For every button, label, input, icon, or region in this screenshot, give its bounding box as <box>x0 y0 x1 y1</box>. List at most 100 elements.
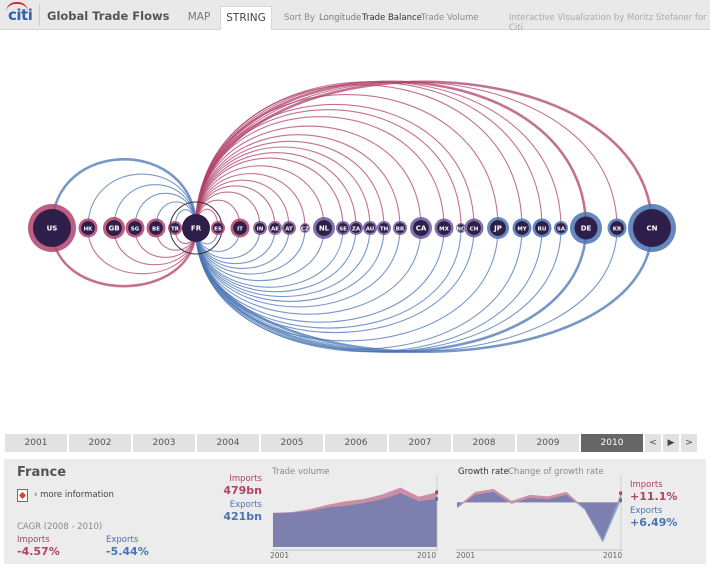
year-2006[interactable]: 2006 <box>324 433 388 453</box>
year-2010[interactable]: 2010 <box>580 433 644 453</box>
pdf-icon[interactable] <box>17 489 28 502</box>
country-node-in[interactable]: IN <box>253 221 267 235</box>
country-node-za[interactable]: ZA <box>349 221 363 235</box>
imports-cagr: -4.57% <box>17 545 60 558</box>
country-code-label: GB <box>108 225 119 233</box>
arc-upper-ae <box>195 185 276 229</box>
credit-text: Interactive Visualization by Moritz Stef… <box>509 13 707 33</box>
country-node-us[interactable]: US <box>28 204 76 252</box>
arc-upper-za <box>195 152 357 229</box>
year-2001[interactable]: 2001 <box>4 433 68 453</box>
growth-rate-title[interactable]: Growth rate <box>458 467 509 477</box>
growth-start-year: 2001 <box>456 551 476 560</box>
country-node-es[interactable]: ES <box>211 221 225 235</box>
country-node-jp[interactable]: JP <box>487 217 509 239</box>
prev-year-button[interactable]: < <box>644 433 662 453</box>
logo-divider <box>39 4 40 26</box>
sort-trade-balance[interactable]: Trade Balance <box>362 13 422 23</box>
country-node-se[interactable]: SE <box>336 221 350 235</box>
arc-upper-cn <box>194 80 654 229</box>
country-node-th[interactable]: TH <box>377 221 391 235</box>
country-node-au[interactable]: AU <box>363 221 377 235</box>
country-node-sa[interactable]: SA <box>554 221 568 235</box>
country-node-ca[interactable]: CA <box>410 217 432 239</box>
country-code-label: SG <box>131 227 140 233</box>
growth-exports-label: Exports <box>630 506 663 516</box>
exports-dot <box>435 496 438 501</box>
arc-lower-jp <box>195 227 499 342</box>
arc-upper-cz <box>195 173 306 229</box>
year-2007[interactable]: 2007 <box>388 433 452 453</box>
play-button[interactable]: ▶ <box>662 433 680 453</box>
arc-upper-th <box>195 140 385 229</box>
country-code-label: MX <box>439 227 449 233</box>
country-node-cn[interactable]: CN <box>628 204 676 252</box>
growth-imports-label: Imports <box>630 480 663 490</box>
exports-area <box>273 493 437 547</box>
arc-lower-cn <box>194 227 654 353</box>
country-code-label: CH <box>470 227 479 233</box>
year-2005[interactable]: 2005 <box>260 433 324 453</box>
country-node-mx[interactable]: MX <box>434 218 454 238</box>
country-node-cz[interactable]: CZ <box>300 223 310 233</box>
country-code-label: TR <box>171 227 180 233</box>
arc-upper-nl <box>195 165 325 229</box>
country-code-label: MY <box>517 227 527 233</box>
year-2003[interactable]: 2003 <box>132 433 196 453</box>
country-node-it[interactable]: IT <box>230 218 250 238</box>
trade-volume-imports-label: Imports <box>229 474 262 484</box>
country-node-no[interactable]: NO <box>456 223 466 233</box>
country-node-ae[interactable]: AE <box>268 221 282 235</box>
country-node-de[interactable]: DE <box>570 212 602 244</box>
year-2002[interactable]: 2002 <box>68 433 132 453</box>
country-code-label: ZA <box>352 227 361 233</box>
country-code-label: KR <box>613 227 622 233</box>
country-code-label: DE <box>581 225 592 233</box>
arc-lower-cz <box>195 227 306 275</box>
trade-volume-imports-value: 479bn <box>223 484 262 497</box>
country-node-be[interactable]: BE <box>146 218 166 238</box>
country-node-my[interactable]: MY <box>512 218 532 238</box>
trade-volume-start-year: 2001 <box>270 551 290 560</box>
arc-lower-th <box>195 227 385 302</box>
trade-arcs <box>50 80 654 353</box>
year-2004[interactable]: 2004 <box>196 433 260 453</box>
country-node-at[interactable]: AT <box>282 221 296 235</box>
country-node-gb[interactable]: GB <box>103 217 125 239</box>
country-node-sg[interactable]: SG <box>125 218 145 238</box>
growth-exports-value: +6.49% <box>630 516 678 529</box>
country-node-fr[interactable]: FR <box>169 201 223 255</box>
country-nodes: US HK GB SG BE TR FR ES IT IN AE AT CZ NL SE ZA AU TH BR CA… <box>28 201 676 255</box>
country-code-label: RU <box>538 227 547 233</box>
tab-string[interactable]: STRING <box>220 6 272 30</box>
country-node-ch[interactable]: CH <box>464 218 484 238</box>
tab-map[interactable]: MAP <box>187 11 211 23</box>
country-code-label: CN <box>647 225 658 233</box>
country-code-label: AE <box>271 227 279 233</box>
arc-lower-nl <box>195 227 325 281</box>
country-code-label: IT <box>237 227 243 233</box>
sort-longitude[interactable]: Longitude <box>319 13 362 23</box>
country-node-nl[interactable]: NL <box>313 217 335 239</box>
country-node-kr[interactable]: KR <box>607 218 627 238</box>
year-2008[interactable]: 2008 <box>452 433 516 453</box>
arc-upper-us <box>50 158 198 229</box>
arc-upper-jp <box>195 94 499 229</box>
arc-upper-in <box>195 191 261 229</box>
year-2009[interactable]: 2009 <box>516 433 580 453</box>
top-bar: citi Global Trade Flows MAP STRING Sort … <box>0 0 710 33</box>
country-node-hk[interactable]: HK <box>78 218 98 238</box>
arc-upper-at <box>195 179 290 229</box>
country-code-label: ES <box>214 227 222 233</box>
sort-trade-volume[interactable]: Trade Volume <box>421 13 479 23</box>
country-node-tr[interactable]: TR <box>168 221 182 235</box>
next-year-button[interactable]: > <box>680 433 698 453</box>
arc-lower-ae <box>195 227 276 265</box>
arc-lower-se <box>195 227 344 288</box>
trade-volume-chart <box>272 475 438 551</box>
country-node-ru[interactable]: RU <box>532 218 552 238</box>
change-of-growth-rate[interactable]: Change of growth rate <box>508 467 604 477</box>
country-node-br[interactable]: BR <box>393 221 407 235</box>
more-information-link[interactable]: › more information <box>34 490 114 500</box>
country-code-label: SE <box>339 227 347 233</box>
